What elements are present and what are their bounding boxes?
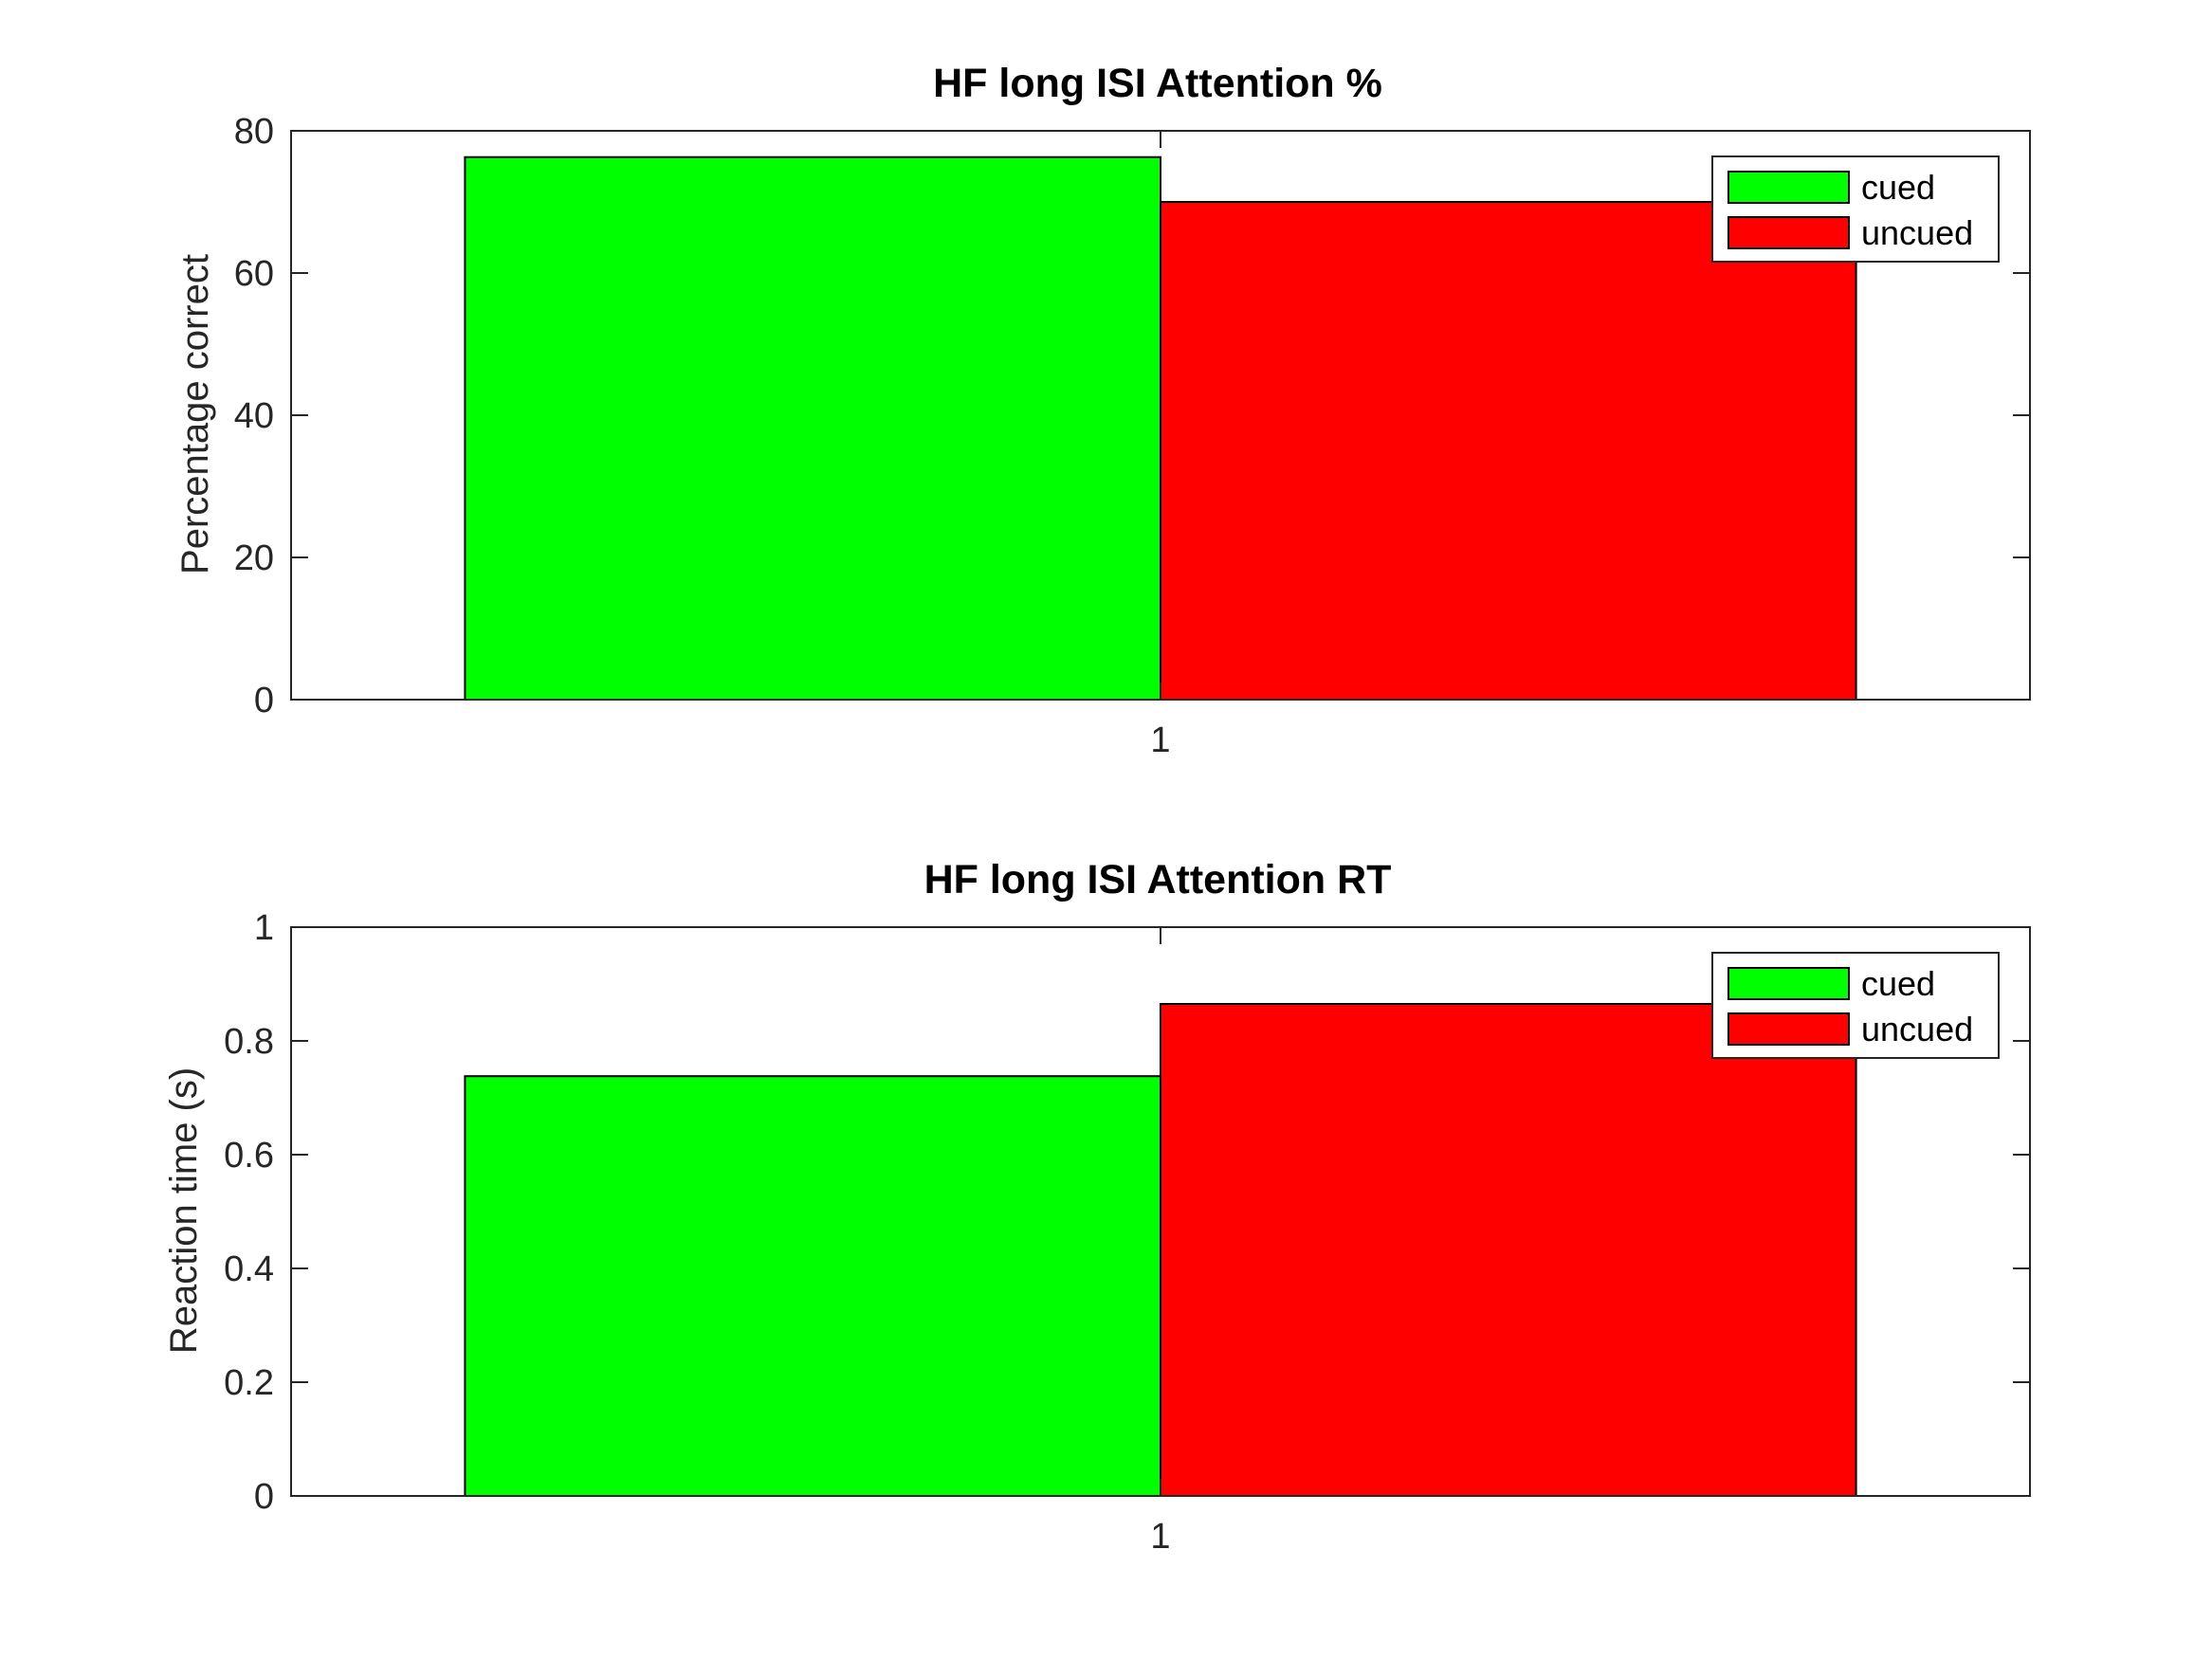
y-tick-label: 60 xyxy=(234,254,274,294)
bar-cued xyxy=(464,155,1161,701)
x-tick-label: 1 xyxy=(1150,720,1170,760)
y-tick-label: 0.2 xyxy=(224,1363,274,1403)
plot-area: 0 0.2 0.4 0.6 0.8 1 1 cued uncued xyxy=(224,908,2031,1557)
legend-label-uncued: uncued xyxy=(1861,1010,1973,1048)
legend-swatch-cued xyxy=(1728,171,1850,204)
chart-top: HF long ISI Attention % Percentage corre… xyxy=(174,61,2031,760)
legend: cued uncued xyxy=(1711,952,2000,1059)
y-axis-label: Percentage correct xyxy=(174,254,216,574)
bar-uncued xyxy=(1160,201,1857,701)
y-tick-label: 0.6 xyxy=(224,1136,274,1176)
y-tick-label: 0.4 xyxy=(224,1249,274,1289)
legend-label-cued: cued xyxy=(1861,964,1935,1003)
legend-label-cued: cued xyxy=(1861,168,1935,207)
legend: cued uncued xyxy=(1711,155,2000,263)
chart-title: HF long ISI Attention % xyxy=(933,61,1382,106)
y-tick-label: 40 xyxy=(234,396,274,436)
y-axis-label: Reaction time (s) xyxy=(163,1067,205,1354)
legend-swatch-cued xyxy=(1728,967,1850,1000)
y-tick-label: 1 xyxy=(254,908,274,948)
legend-swatch-uncued xyxy=(1728,216,1850,249)
y-tick-label: 0.8 xyxy=(224,1022,274,1062)
bar-uncued xyxy=(1160,1003,1857,1497)
y-tick-label: 80 xyxy=(234,112,274,152)
bar-cued xyxy=(464,1075,1161,1497)
y-tick-label: 0 xyxy=(254,681,274,720)
chart-bottom: HF long ISI Attention RT Reaction time (… xyxy=(163,857,2031,1557)
x-tick-label: 1 xyxy=(1150,1517,1170,1557)
y-tick-label: 0 xyxy=(254,1477,274,1517)
plot-area: 0 20 40 60 80 1 cued uncued xyxy=(234,112,2031,760)
legend-swatch-uncued xyxy=(1728,1012,1850,1046)
y-tick-label: 20 xyxy=(234,538,274,578)
legend-label-uncued: uncued xyxy=(1861,213,1973,252)
chart-title: HF long ISI Attention RT xyxy=(924,857,1392,902)
